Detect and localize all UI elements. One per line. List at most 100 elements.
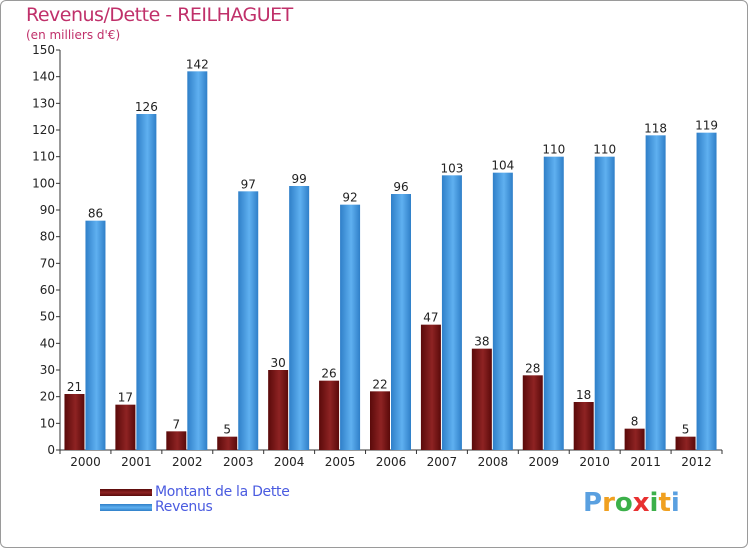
bars <box>64 71 717 451</box>
x-tick-label: 2000 <box>70 455 101 469</box>
bar-revenus <box>238 191 259 451</box>
bar-revenus <box>543 156 564 450</box>
data-label-revenus: 103 <box>440 161 463 175</box>
bar-dette <box>217 436 238 450</box>
bar-dette <box>471 348 492 450</box>
data-label-revenus: 110 <box>593 143 616 157</box>
data-label-revenus: 110 <box>542 143 565 157</box>
y-tick-label: 100 <box>32 176 55 190</box>
data-label-revenus: 92 <box>342 191 357 205</box>
bar-revenus <box>441 175 462 451</box>
bar-dette <box>522 375 543 450</box>
data-label-revenus: 104 <box>491 159 514 173</box>
bar-revenus <box>594 156 615 450</box>
x-tick-label: 2010 <box>579 455 610 469</box>
x-tick-label: 2002 <box>172 455 203 469</box>
data-label-dette: 38 <box>474 335 489 349</box>
y-tick-label: 0 <box>47 443 55 457</box>
bar-revenus <box>391 194 411 450</box>
logo-letter: i <box>670 488 680 518</box>
x-tick-label: 2012 <box>681 455 712 469</box>
y-tick-label: 60 <box>40 283 55 297</box>
x-tick-label: 2008 <box>478 455 509 469</box>
y-tick-label: 80 <box>40 230 55 244</box>
bar-revenus <box>340 204 361 450</box>
data-label-dette: 28 <box>525 361 540 375</box>
logo-letter: x <box>632 488 650 518</box>
y-tick-label: 110 <box>32 150 55 164</box>
bar-dette <box>268 370 289 450</box>
data-label-revenus: 126 <box>135 100 158 114</box>
bar-dette <box>624 428 645 450</box>
x-tick-label: 2011 <box>630 455 661 469</box>
bar-dette <box>420 324 441 450</box>
x-tick-label: 2007 <box>427 455 458 469</box>
data-label-dette: 30 <box>271 356 286 370</box>
x-tick-label: 2003 <box>223 455 254 469</box>
data-label-revenus: 142 <box>186 57 209 71</box>
logo-letter: i <box>649 488 659 518</box>
logo-letter: r <box>602 488 615 518</box>
y-tick-label: 20 <box>40 390 55 404</box>
bar-dette <box>675 436 696 450</box>
x-axis: 2000 2001 2002 2003 2004 2005 2006 2007 2008 2009… <box>59 449 723 469</box>
y-tick-label: 130 <box>32 96 55 110</box>
logo-letter: t <box>658 488 671 518</box>
data-labels: 21 86 17 126 7 142 5 97 30 99 26 92 22 96 47 103 38 104 28… <box>67 57 718 436</box>
proxiti-logo: Proxiti <box>583 488 680 518</box>
data-label-revenus: 118 <box>644 121 667 135</box>
data-label-revenus: 96 <box>393 180 408 194</box>
bar-dette <box>115 404 136 450</box>
logo-letter: o <box>614 488 633 518</box>
bar-dette <box>166 431 187 450</box>
bar-revenus <box>136 114 157 450</box>
data-label-revenus: 99 <box>292 172 307 186</box>
data-label-dette: 8 <box>631 415 639 429</box>
bar-revenus <box>289 186 310 450</box>
x-tick-label: 2001 <box>121 455 152 469</box>
bar-revenus <box>492 172 513 450</box>
chart-title: Revenus/Dette - REILHAGUET <box>26 4 293 26</box>
data-label-dette: 21 <box>67 380 82 394</box>
y-tick-label: 50 <box>40 310 55 324</box>
y-tick-label: 10 <box>40 416 55 430</box>
legend-label-revenus: Revenus <box>155 499 213 515</box>
data-label-dette: 5 <box>682 423 690 437</box>
x-tick-label: 2005 <box>325 455 356 469</box>
data-label-dette: 18 <box>576 388 591 402</box>
data-label-dette: 22 <box>372 377 387 391</box>
bar-dette <box>64 394 85 450</box>
y-tick-label: 70 <box>40 256 55 270</box>
data-label-dette: 26 <box>321 367 336 381</box>
data-label-dette: 17 <box>118 391 133 405</box>
data-label-revenus: 97 <box>241 177 256 191</box>
data-label-dette: 7 <box>172 417 180 431</box>
y-tick-label: 30 <box>40 363 55 377</box>
y-tick-label: 90 <box>40 203 55 217</box>
x-tick-label: 2004 <box>274 455 305 469</box>
y-axis: 0 10 20 30 40 50 60 70 80 90 100 110 120 130 140 150 <box>32 43 61 457</box>
x-tick-label: 2006 <box>376 455 407 469</box>
x-tick-label: 2009 <box>528 455 559 469</box>
bar-revenus <box>645 135 666 451</box>
logo-letter: P <box>583 488 603 518</box>
bar-dette <box>573 402 594 450</box>
chart-subtitle: (en milliers d'€) <box>26 28 121 42</box>
bar-revenus <box>85 220 106 450</box>
y-tick-label: 40 <box>40 336 55 350</box>
bar-revenus <box>696 132 717 450</box>
y-tick-label: 150 <box>32 43 55 57</box>
bar-dette <box>370 391 390 450</box>
data-label-revenus: 86 <box>88 207 103 221</box>
y-tick-label: 140 <box>32 70 55 84</box>
data-label-dette: 5 <box>223 423 231 437</box>
bar-dette <box>319 380 340 450</box>
data-label-dette: 47 <box>423 311 438 325</box>
legend-swatch-revenus <box>100 504 152 511</box>
bar-revenus <box>187 71 208 450</box>
legend-swatch-dette <box>100 489 152 496</box>
data-label-revenus: 119 <box>695 119 718 133</box>
y-tick-label: 120 <box>32 123 55 137</box>
